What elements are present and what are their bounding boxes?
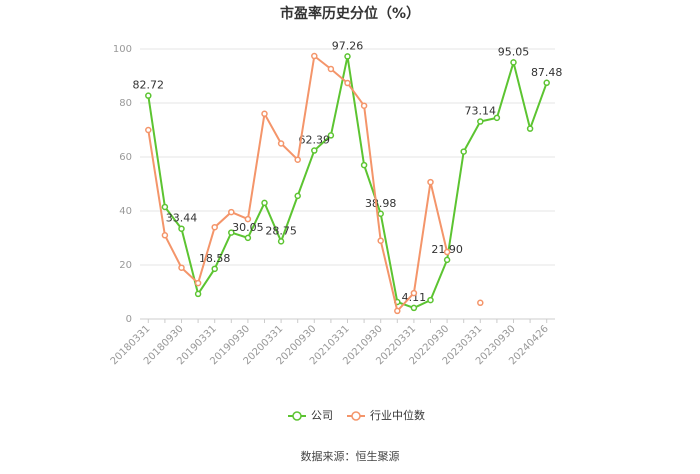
y-tick-label: 80 [119,98,132,109]
legend-label: 公司 [311,409,333,422]
data-point [244,215,252,223]
data-point [526,125,534,132]
data-point [493,114,501,122]
data-point [410,304,418,312]
data-point [178,264,185,271]
data-point [360,102,368,109]
y-tick-label: 20 [119,260,132,271]
data-point [443,248,451,256]
data-label: 97.26 [332,39,364,52]
data-point [277,140,285,147]
y-tick-label: 40 [119,206,132,217]
data-point [327,65,335,73]
data-point [427,296,434,304]
legend-label: 行业中位数 [370,408,425,422]
data-label: 38.98 [365,197,397,210]
data-point [145,92,152,99]
data-point [360,161,368,169]
data-label: 4.11 [402,291,427,304]
data-point [294,156,301,163]
data-point [394,307,401,315]
data-point [344,53,351,60]
data-point [277,238,285,245]
data-point [194,279,202,287]
data-point [211,265,218,273]
data-point [477,118,484,125]
data-point [161,203,169,211]
data-point [161,232,169,239]
data-point [311,52,318,60]
data-point [261,110,268,118]
data-label: 18.58 [199,252,231,265]
series-line [147,56,548,309]
data-label: 73.14 [465,105,497,118]
data-label: 33.44 [166,212,198,225]
legend-marker [292,411,302,421]
data-point [261,199,268,207]
data-label: 95.05 [498,45,530,58]
data-point [244,234,252,242]
data-point [443,256,451,264]
y-tick-label: 0 [126,314,132,325]
data-point [477,299,484,307]
data-point [543,79,550,87]
data-point [211,223,218,231]
chart-title: 市盈率历史分位（%） [280,5,420,22]
data-label: 62.39 [299,134,331,147]
data-label: 28.75 [265,224,297,237]
data-point [145,126,152,134]
data-point [377,210,384,218]
data-point [460,148,467,155]
data-label: 82.72 [133,79,165,92]
data-point [410,289,418,297]
data-point [344,79,351,87]
data-label: 30.05 [232,221,264,234]
data-point [294,192,301,200]
data-point [510,59,517,66]
data-point [377,237,384,244]
y-tick-label: 100 [113,44,132,55]
y-tick-label: 60 [119,152,132,163]
data-point [194,290,202,298]
data-point [311,147,318,154]
data-point [178,225,185,232]
source-note: 数据来源：恒生聚源 [301,449,400,463]
data-point [427,178,434,186]
data-label: 87.48 [531,66,563,79]
data-point [228,208,235,216]
data-point [228,229,235,236]
legend-marker [351,411,361,421]
data-point [327,132,335,139]
